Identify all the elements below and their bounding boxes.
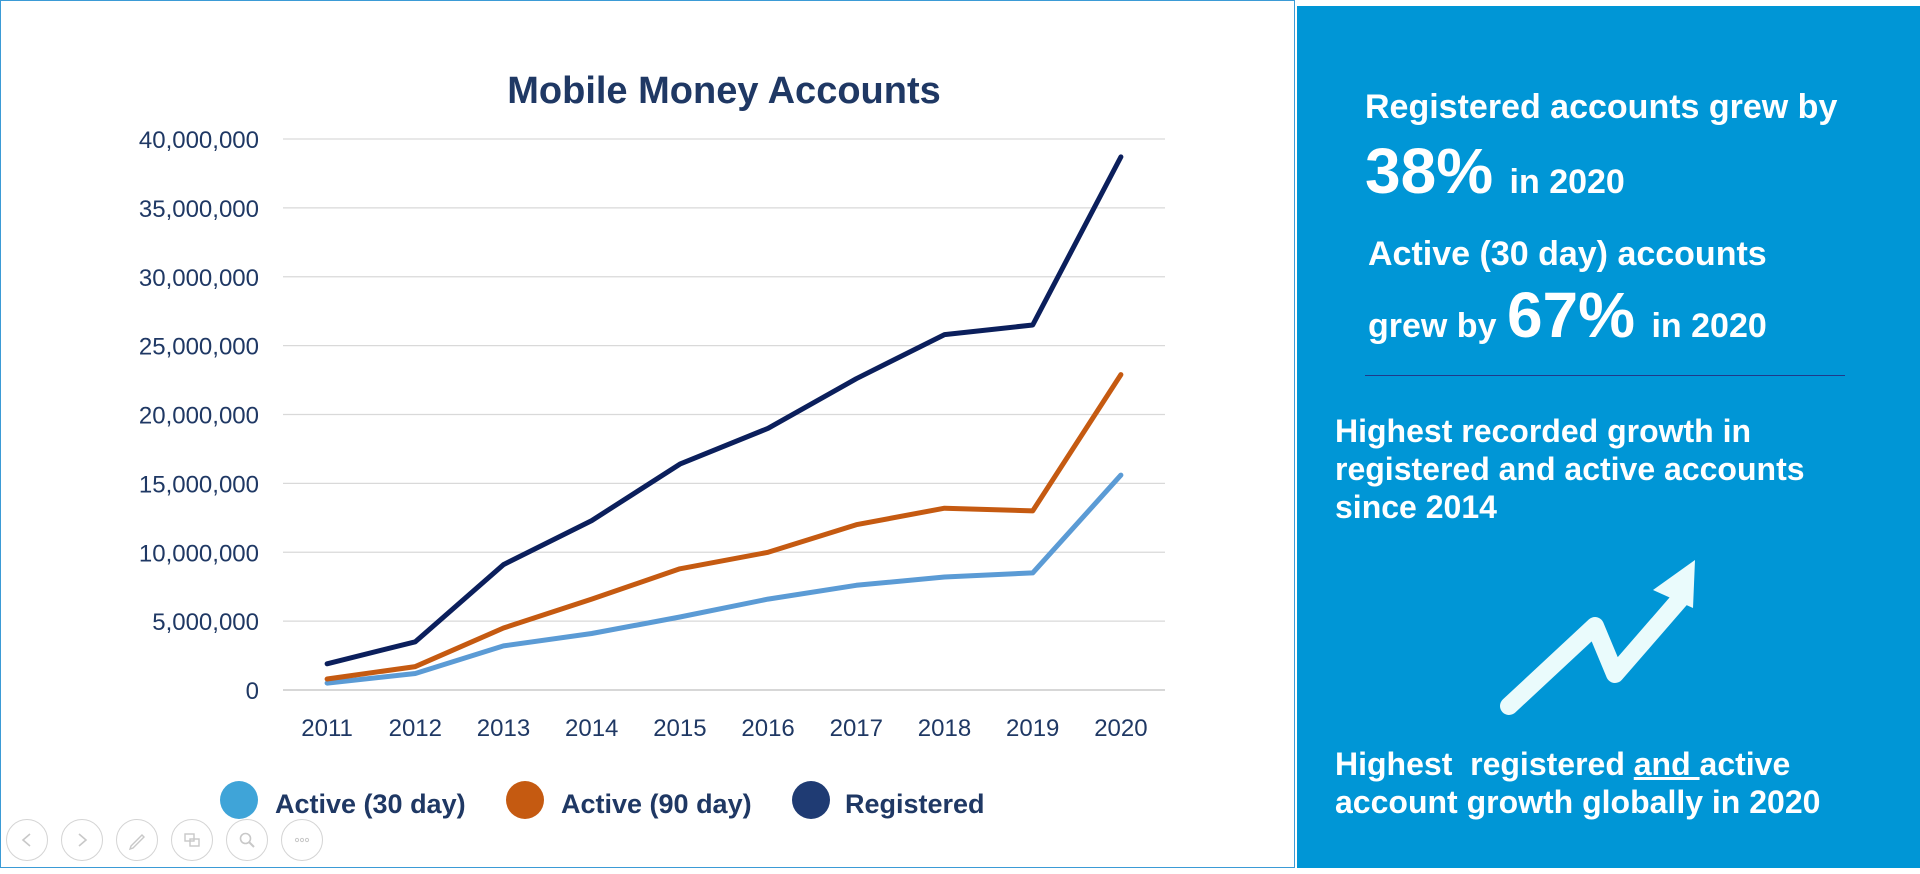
zoom-button[interactable] bbox=[226, 819, 268, 861]
y-tick-label: 35,000,000 bbox=[139, 196, 259, 223]
legend-marker-3 bbox=[792, 781, 830, 819]
y-tick-label: 5,000,000 bbox=[152, 609, 259, 636]
y-tick-label: 30,000,000 bbox=[139, 265, 259, 292]
x-tick-label: 2011 bbox=[301, 715, 353, 742]
chart-title: Mobile Money Accounts bbox=[507, 70, 941, 112]
highest-global-part-b: active bbox=[1700, 746, 1791, 782]
x-tick-label: 2018 bbox=[918, 715, 971, 742]
legend-marker-1 bbox=[220, 781, 258, 819]
y-tick-label: 25,000,000 bbox=[139, 334, 259, 361]
y-tick-label: 40,000,000 bbox=[139, 127, 259, 154]
registered-growth-percent: 38% bbox=[1365, 135, 1493, 207]
previous-slide-button[interactable] bbox=[6, 819, 48, 861]
slides-icon bbox=[181, 829, 203, 851]
registered-growth-figure: 38% in 2020 bbox=[1365, 134, 1625, 208]
more-icon bbox=[291, 829, 313, 851]
pen-icon bbox=[126, 829, 148, 851]
more-options-button[interactable] bbox=[281, 819, 323, 861]
highest-recorded-growth-text: Highest recorded growth in registered an… bbox=[1335, 412, 1805, 526]
highest-global-line-1: Highest registered and active bbox=[1335, 745, 1820, 783]
x-tick-label: 2016 bbox=[741, 715, 794, 742]
series-line-2 bbox=[327, 375, 1121, 679]
highest-recorded-line-3: since 2014 bbox=[1335, 488, 1805, 526]
previous-icon bbox=[16, 829, 38, 851]
series-line-3 bbox=[327, 157, 1121, 664]
trend-up-arrow-icon bbox=[1497, 546, 1737, 736]
highest-global-growth-text: Highest registered and active account gr… bbox=[1335, 745, 1820, 821]
presentation-toolbar bbox=[6, 819, 323, 863]
next-slide-button[interactable] bbox=[61, 819, 103, 861]
x-tick-label: 2020 bbox=[1094, 715, 1147, 742]
y-tick-label: 20,000,000 bbox=[139, 403, 259, 430]
legend-marker-2 bbox=[506, 781, 544, 819]
legend-label-3: Registered bbox=[845, 789, 985, 819]
active-growth-percent: 67% bbox=[1507, 279, 1635, 351]
x-tick-label: 2012 bbox=[389, 715, 442, 742]
highest-global-line-2: account growth globally in 2020 bbox=[1335, 783, 1820, 821]
legend-label-2: Active (90 day) bbox=[561, 789, 752, 819]
chart-panel: Mobile Money Accounts 0 5,000,000 10,000,00… bbox=[0, 0, 1295, 868]
divider bbox=[1365, 375, 1845, 376]
registered-growth-line: Registered accounts grew by bbox=[1365, 88, 1837, 127]
registered-growth-year: in 2020 bbox=[1510, 163, 1625, 201]
x-tick-label: 2013 bbox=[477, 715, 530, 742]
pen-tool-button[interactable] bbox=[116, 819, 158, 861]
x-tick-label: 2014 bbox=[565, 715, 618, 742]
legend-label-1: Active (30 day) bbox=[275, 789, 466, 819]
highest-recorded-line-2: registered and active accounts bbox=[1335, 450, 1805, 488]
x-tick-label: 2019 bbox=[1006, 715, 1059, 742]
active-growth-line: Active (30 day) accounts bbox=[1368, 235, 1767, 274]
x-tick-label: 2015 bbox=[653, 715, 706, 742]
highest-global-and: and bbox=[1634, 746, 1700, 782]
zoom-icon bbox=[236, 829, 258, 851]
y-tick-label: 15,000,000 bbox=[139, 471, 259, 498]
active-growth-prefix: grew by bbox=[1368, 307, 1496, 345]
highest-recorded-line-1: Highest recorded growth in bbox=[1335, 412, 1805, 450]
active-growth-year: in 2020 bbox=[1651, 307, 1766, 345]
see-all-slides-button[interactable] bbox=[171, 819, 213, 861]
line-chart: Mobile Money Accounts 0 5,000,000 10,000,00… bbox=[1, 1, 1296, 869]
x-tick-label: 2017 bbox=[830, 715, 883, 742]
highlights-panel: Registered accounts grew by 38% in 2020 … bbox=[1297, 6, 1920, 868]
y-tick-label: 0 bbox=[246, 678, 259, 705]
active-growth-figure: grew by 67% in 2020 bbox=[1368, 278, 1767, 352]
highest-global-part-a: Highest registered bbox=[1335, 746, 1634, 782]
next-icon bbox=[71, 829, 93, 851]
y-tick-label: 10,000,000 bbox=[139, 540, 259, 567]
